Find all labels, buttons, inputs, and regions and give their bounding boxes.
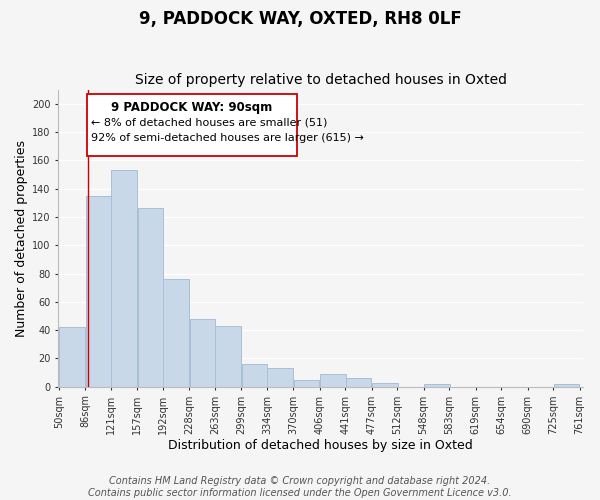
Bar: [215, 326, 241, 387]
Bar: [424, 384, 449, 387]
Text: 9 PADDOCK WAY: 90sqm: 9 PADDOCK WAY: 90sqm: [111, 101, 272, 114]
Bar: [293, 380, 319, 387]
Bar: [320, 374, 346, 387]
FancyBboxPatch shape: [87, 94, 297, 156]
Text: ← 8% of detached houses are smaller (51): ← 8% of detached houses are smaller (51): [91, 118, 328, 128]
Text: Contains HM Land Registry data © Crown copyright and database right 2024.
Contai: Contains HM Land Registry data © Crown c…: [88, 476, 512, 498]
Bar: [268, 368, 293, 387]
Y-axis label: Number of detached properties: Number of detached properties: [15, 140, 28, 336]
Title: Size of property relative to detached houses in Oxted: Size of property relative to detached ho…: [135, 73, 507, 87]
Bar: [112, 170, 137, 387]
X-axis label: Distribution of detached houses by size in Oxted: Distribution of detached houses by size …: [169, 440, 473, 452]
Text: 92% of semi-detached houses are larger (615) →: 92% of semi-detached houses are larger (…: [91, 134, 364, 143]
Bar: [138, 208, 163, 387]
Bar: [554, 384, 579, 387]
Bar: [346, 378, 371, 387]
Bar: [163, 279, 189, 387]
Text: 9, PADDOCK WAY, OXTED, RH8 0LF: 9, PADDOCK WAY, OXTED, RH8 0LF: [139, 10, 461, 28]
Bar: [242, 364, 268, 387]
Bar: [372, 382, 398, 387]
Bar: [86, 196, 112, 387]
Bar: [190, 319, 215, 387]
Bar: [59, 328, 85, 387]
